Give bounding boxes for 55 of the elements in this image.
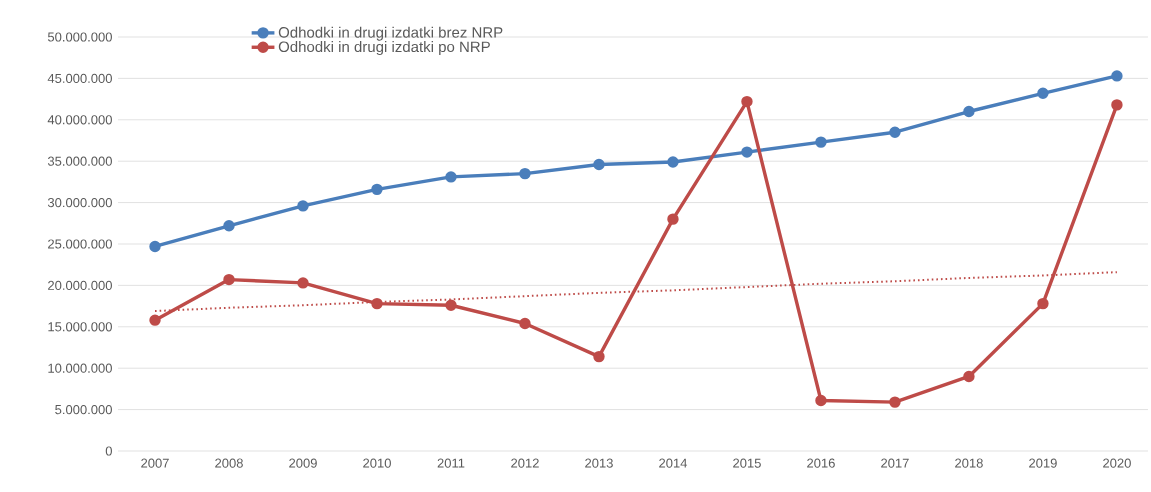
x-tick-label: 2017 [881,458,909,468]
x-tick-label: 2010 [363,458,391,468]
y-tick-label: 30.000.000 [47,197,112,208]
point [1111,99,1123,111]
point [593,158,605,171]
point [889,126,901,138]
y-tick-label: 35.000.000 [47,156,112,166]
point [1037,297,1049,310]
x-tick-label: 2008 [215,458,243,468]
x-tick-label: 2018 [955,458,983,468]
point [667,156,679,168]
y-tick-label: 45.000.000 [47,73,112,83]
point [1111,70,1123,82]
y-tick-label: 20.000.000 [48,280,112,290]
legend-label: Odhodki in drugi izdatki po NRP [278,41,490,56]
x-tick-label: 2013 [585,458,613,468]
point [815,136,827,148]
x-tick-label: 2012 [511,458,539,468]
point [445,171,457,183]
y-tick-label: 5.000.000 [55,404,112,415]
point [371,297,383,310]
x-tick-label: 2020 [1103,458,1131,468]
x-tick-label: 2011 [437,458,465,468]
point [1037,87,1049,99]
y-tick-label: 10.000.000 [48,363,112,373]
y-tick-label: 0 [105,446,112,456]
point [297,277,309,289]
y-tick-label: 25.000.000 [48,239,112,249]
point [593,350,605,363]
x-tick-label: 2016 [807,458,835,468]
point [445,299,457,311]
point [149,314,161,326]
point [963,370,975,383]
point [963,105,975,118]
x-tick-label: 2014 [659,458,688,468]
point [519,167,531,180]
point [149,240,161,253]
x-tick-label: 2009 [289,458,317,468]
point [741,95,753,108]
point [223,220,235,232]
x-tick-label: 2019 [1029,458,1057,468]
point [223,273,235,286]
y-tick-label: 15.000.000 [48,322,112,332]
x-tick-label: 2015 [733,458,761,468]
point [741,146,753,158]
y-tick-label: 40.000.000 [47,115,112,125]
point [815,394,827,407]
x-tick-label: 2007 [141,458,169,468]
point [889,396,901,408]
legend-label: Odhodki in drugi izdatki brez NRP [278,26,503,41]
y-tick-label: 50.000.000 [47,32,112,42]
point [667,213,679,225]
point [519,317,531,330]
point [371,183,383,196]
point [297,200,309,212]
